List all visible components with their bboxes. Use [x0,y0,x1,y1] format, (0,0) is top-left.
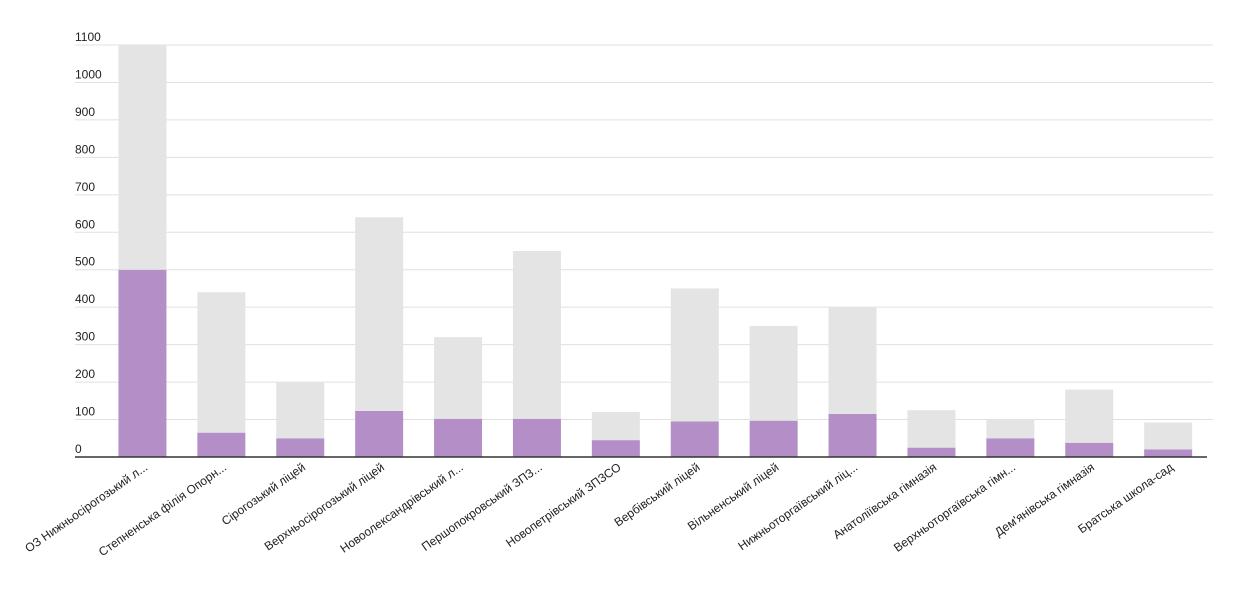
bar-segment-upper[interactable] [907,410,956,448]
x-category-label: ОЗ Нижньосірогозький л... [22,460,150,555]
bar-segment-upper[interactable] [512,251,561,419]
y-axis-tick-labels: 0 100 200 300 400 500 600 700 800 900 1000 1100 [75,30,102,456]
bar-segment-upper[interactable] [670,288,719,422]
y-tick-label: 1000 [75,67,102,81]
y-tick-label: 200 [75,367,95,381]
bar-segment-upper[interactable] [197,292,246,433]
y-tick-label: 100 [75,405,95,419]
bar-segment-lower[interactable] [118,269,167,457]
y-tick-label: 600 [75,217,95,231]
bar-segment-upper[interactable] [1144,422,1193,450]
bar-segment-lower[interactable] [670,421,719,457]
bar-segment-upper[interactable] [355,217,404,411]
x-category-label: Степненська філія Опорн... [96,460,229,559]
bar-segment-lower[interactable] [1144,449,1193,457]
bar-segment-lower[interactable] [749,420,798,457]
bar-segment-upper[interactable] [749,325,798,421]
bar-segment-upper[interactable] [276,382,325,439]
y-tick-label: 500 [75,255,95,269]
y-tick-label: 900 [75,105,95,119]
y-tick-label: 0 [75,442,82,456]
bar-segment-upper[interactable] [986,419,1035,439]
gridlines [75,44,1213,421]
bars [118,45,1193,457]
bar-segment-lower[interactable] [591,440,640,457]
y-tick-label: 700 [75,180,95,194]
bar-segment-upper[interactable] [828,307,877,414]
bar-segment-lower[interactable] [907,447,956,457]
bar-segment-lower[interactable] [512,418,561,457]
x-axis-category-labels: ОЗ Нижньосірогозький л...Степненська філ… [22,460,1176,559]
bar-segment-upper[interactable] [591,412,640,441]
bar-segment-lower[interactable] [197,432,246,457]
bar-segment-upper[interactable] [1065,389,1114,443]
bar-segment-lower[interactable] [1065,442,1114,457]
bar-segment-lower[interactable] [986,438,1035,457]
bar-segment-upper[interactable] [434,337,483,419]
bar-segment-lower[interactable] [434,418,483,457]
bar-segment-lower[interactable] [828,413,877,457]
bar-segment-lower[interactable] [276,438,325,457]
y-tick-label: 800 [75,142,95,156]
y-tick-label: 400 [75,292,95,306]
bar-segment-upper[interactable] [118,45,167,270]
y-tick-label: 1100 [75,30,101,44]
bar-segment-lower[interactable] [355,410,404,457]
y-tick-label: 300 [75,330,95,344]
